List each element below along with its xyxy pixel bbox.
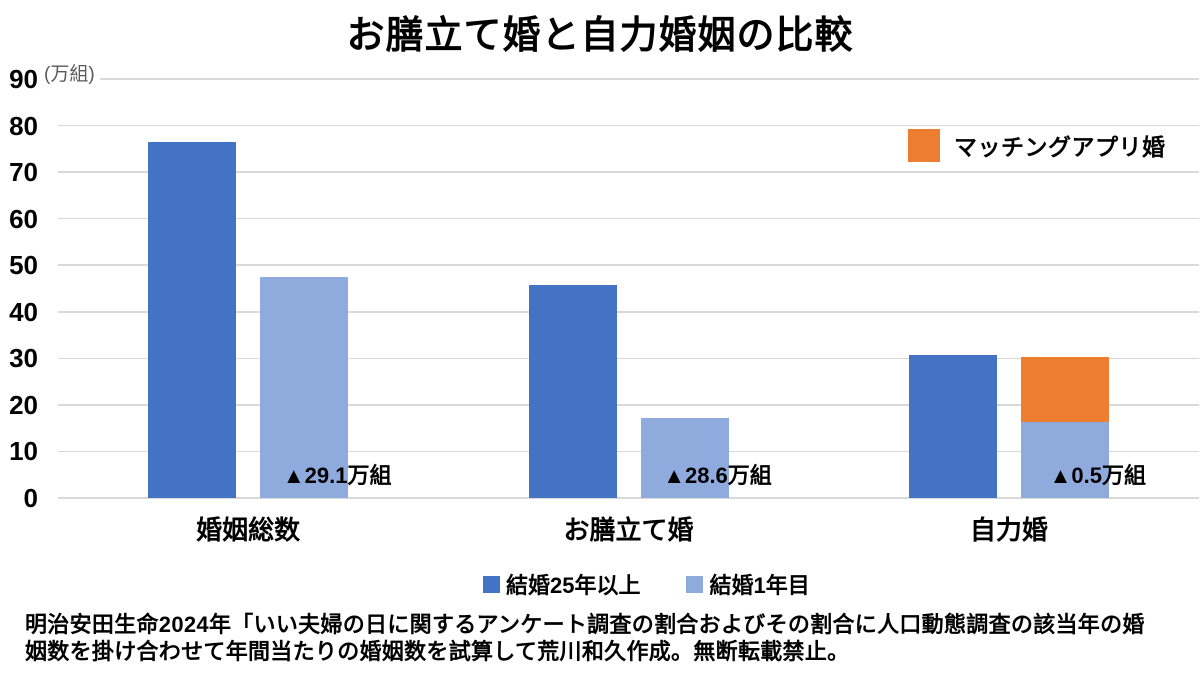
delta-annotation-2: ▲28.6万組 [663, 463, 772, 488]
bar-series-1-cat-2 [528, 284, 617, 498]
legend: 結婚25年以上 結婚1年目 [483, 568, 810, 600]
gridline [58, 357, 1199, 360]
gridline [58, 404, 1199, 406]
y-tick-label: 40 [9, 296, 38, 327]
legend-swatch-light-blue [686, 575, 704, 593]
legend-item-married-1st-year: 結婚1年目 [686, 568, 810, 600]
y-tick-label: 0 [23, 483, 38, 513]
bar-series-1-cat-3 [908, 354, 997, 498]
bar-series-2-cat-1 [260, 277, 349, 498]
category-label-2: お膳立て婚 [563, 515, 694, 545]
gridline [58, 78, 1199, 80]
source-note-line-1: 明治安田生命2024年「いい夫婦の日に関するアンケート調査の割合およびその割合に… [25, 612, 1145, 637]
gridline [58, 264, 1199, 266]
bar-series-1-cat-1 [148, 141, 237, 498]
y-tick-label: 30 [9, 343, 38, 374]
plot-area: 90 80 70 60 50 40 30 20 10 0 ▲29.1万組 ▲28.6万組 ▲0.5万組 [9, 64, 1199, 513]
gridline [58, 171, 1199, 173]
legend-swatch-dark-blue [483, 575, 500, 593]
legend-swatch-orange [908, 128, 940, 162]
bar-series-2-cat-2 [640, 417, 729, 498]
y-tick-label: 20 [9, 389, 38, 420]
y-tick-label: 60 [9, 203, 38, 234]
gridline [58, 450, 1199, 453]
source-note-line-2: 姻数を掛け合わせて年間当たりの婚姻数を試算して荒川和久作成。無断転載禁止。 [25, 639, 850, 664]
bar-series-3-stacked-cat-3 [1020, 356, 1109, 422]
bar-series-2-cat-3 [1020, 421, 1109, 498]
y-tick-label: 90 [9, 64, 38, 94]
gridline [58, 497, 1199, 499]
category-label-3: 自力婚 [969, 515, 1048, 545]
legend-matching-app: マッチングアプリ婚 [908, 128, 1166, 162]
y-tick-label: 70 [9, 157, 38, 188]
gridline [58, 124, 1199, 127]
delta-annotation-1: ▲29.1万組 [282, 463, 392, 488]
category-label-1: 婚姻総数 [196, 515, 301, 545]
source-note: 明治安田生命2024年「いい夫婦の日に関するアンケート調査の割合およびその割合に… [25, 611, 1190, 665]
gridline [58, 311, 1199, 313]
y-tick-label: 50 [9, 250, 38, 281]
y-axis-unit-label: (万組) [42, 63, 100, 86]
legend-label-married-1st-year: 結婚1年目 [709, 573, 810, 598]
legend-matching-app-label: マッチングアプリ婚 [954, 134, 1166, 160]
y-tick-label: 80 [9, 110, 38, 141]
delta-annotation-3: ▲0.5万組 [1049, 463, 1147, 488]
chart-title: お膳立て婚と自力婚姻の比較 [346, 15, 854, 57]
y-tick-label: 10 [9, 436, 38, 467]
gridline [58, 217, 1199, 220]
legend-item-married-25plus: 結婚25年以上 [483, 568, 640, 600]
legend-label-married-25plus: 結婚25年以上 [506, 573, 641, 598]
